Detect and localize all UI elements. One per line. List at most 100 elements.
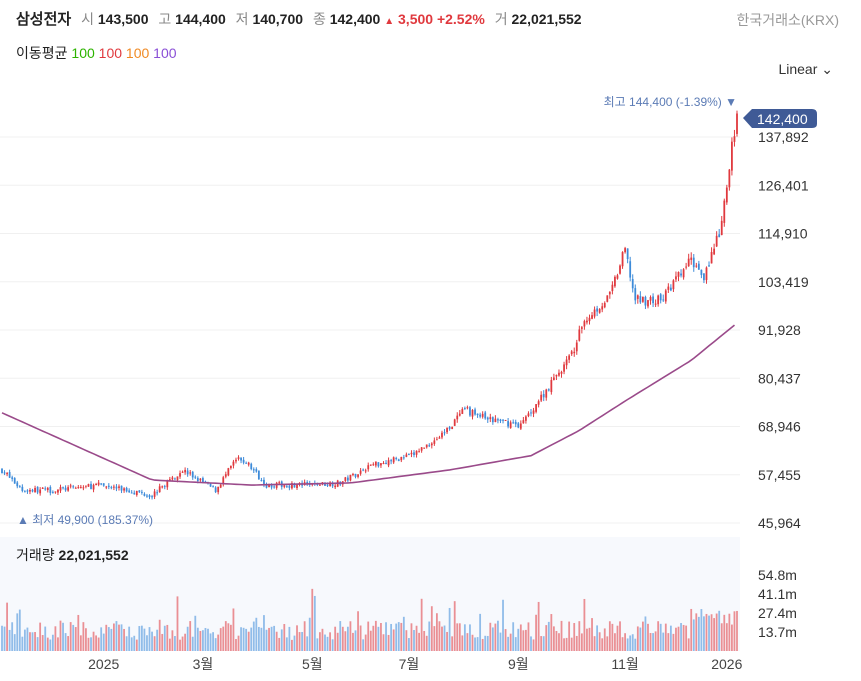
volume-bar xyxy=(692,619,695,651)
candle xyxy=(151,496,153,498)
candle xyxy=(619,265,621,274)
volume-bar xyxy=(105,624,108,651)
volume-bar xyxy=(16,613,19,651)
candle xyxy=(100,483,103,485)
candle xyxy=(372,464,375,466)
candle xyxy=(583,321,586,327)
volume-bar xyxy=(662,632,665,651)
candle xyxy=(606,295,609,302)
candle xyxy=(260,480,263,482)
volume-bar xyxy=(672,633,675,651)
candle xyxy=(82,487,85,489)
candle xyxy=(1,468,3,474)
volume-bar xyxy=(334,626,337,651)
candle xyxy=(95,484,98,486)
candle xyxy=(362,469,365,471)
ma-legend-value[interactable]: 100 xyxy=(98,45,123,61)
volume-bar xyxy=(214,638,217,651)
volume-bar xyxy=(202,630,204,651)
volume-bar xyxy=(229,624,232,651)
ma-legend-value[interactable]: 100 xyxy=(125,45,150,61)
candle xyxy=(563,364,565,372)
volume-bar xyxy=(463,624,466,651)
candle xyxy=(202,478,204,483)
candle xyxy=(644,296,647,306)
volume-title-value: 22,021,552 xyxy=(58,547,129,563)
candle xyxy=(690,257,693,260)
volume-bar xyxy=(59,620,62,651)
volume-bar xyxy=(547,621,550,651)
volume-bar xyxy=(189,621,192,651)
candle xyxy=(113,486,115,488)
candle xyxy=(560,371,563,374)
volume-bar xyxy=(199,630,202,651)
volume-bar xyxy=(174,636,176,651)
volume-bar xyxy=(405,630,408,651)
volume-tick-label: 27.4m xyxy=(758,605,797,621)
volume-bar xyxy=(87,637,90,651)
candle xyxy=(369,464,372,466)
volume-bar xyxy=(115,621,118,651)
candle xyxy=(545,389,548,398)
candle xyxy=(319,484,321,486)
ma-legend-value[interactable]: 100 xyxy=(71,45,95,61)
volume-bar xyxy=(718,610,721,651)
volume-bar xyxy=(146,635,148,651)
candle xyxy=(591,315,593,319)
volume-bar xyxy=(21,636,24,651)
volume-bar xyxy=(245,628,248,651)
candle xyxy=(680,273,682,276)
candle xyxy=(133,492,136,495)
candle xyxy=(18,486,21,488)
volume-bar xyxy=(555,630,558,651)
volume-bar xyxy=(303,621,306,651)
candle xyxy=(494,418,497,423)
volume-bar xyxy=(415,625,418,651)
candle xyxy=(214,487,217,493)
candle xyxy=(138,490,141,493)
candle xyxy=(6,473,8,475)
candle xyxy=(598,309,601,313)
ma-legend-value[interactable]: 100 xyxy=(153,45,177,61)
candle xyxy=(331,483,334,487)
volume-bar xyxy=(3,626,6,651)
candle xyxy=(565,359,568,366)
change-pct: +2.52% xyxy=(436,11,485,27)
volume-bar xyxy=(184,633,187,651)
low-label: 저 xyxy=(235,11,249,27)
candle xyxy=(542,394,545,398)
volume-bar xyxy=(723,614,726,651)
candle xyxy=(385,462,387,465)
volume-bar xyxy=(641,621,644,651)
candle xyxy=(196,477,199,482)
volume-bar xyxy=(135,639,138,651)
x-tick-label: 5월 xyxy=(302,656,323,672)
volume-bar xyxy=(382,634,385,651)
close-value: 142,400 xyxy=(329,11,381,27)
candle xyxy=(232,461,235,466)
volume-bar xyxy=(545,625,548,651)
volume-bar xyxy=(385,622,387,651)
volume-bar xyxy=(301,631,304,651)
volume-bar xyxy=(369,630,372,651)
candle xyxy=(252,469,255,471)
candle xyxy=(156,492,159,494)
volume-bar xyxy=(713,618,716,651)
scale-dropdown[interactable]: Linear ⌄ xyxy=(778,61,833,78)
volume-bar xyxy=(354,630,357,651)
volume-bar xyxy=(217,634,220,651)
candle xyxy=(611,284,614,292)
volume-bar xyxy=(387,634,390,651)
max-annotation: 최고 144,400 (-1.39%) ▼ xyxy=(604,95,737,109)
candle xyxy=(662,299,665,301)
candle xyxy=(326,484,329,486)
volume-bar xyxy=(469,624,471,651)
candle xyxy=(186,470,189,475)
candle xyxy=(418,451,420,453)
candle xyxy=(685,266,688,268)
volume-bar xyxy=(636,626,639,651)
volume-bar xyxy=(621,637,624,651)
volume-bar xyxy=(212,632,214,651)
volume-bar xyxy=(479,613,482,651)
